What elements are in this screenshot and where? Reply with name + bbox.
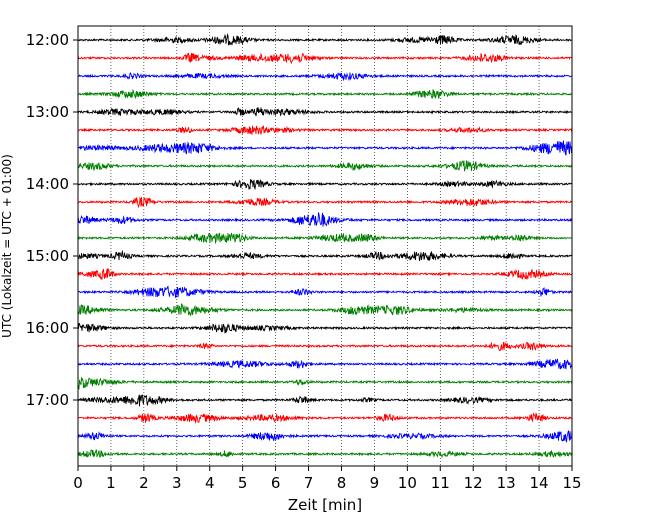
x-tick-label-2: 2 [139, 474, 149, 492]
y-axis-label: UTC (Lokalzeit = UTC + 01:00) [0, 154, 14, 338]
trace-1345 [77, 160, 573, 172]
seismic-traces [77, 33, 573, 459]
x-axis-label: Zeit [min] [288, 496, 362, 514]
trace-1245 [77, 88, 573, 100]
trace-1730 [77, 430, 573, 443]
x-tick-label-10: 10 [398, 474, 417, 492]
x-tick-label-5: 5 [238, 474, 248, 492]
y-tick-label-1500: 15:00 [26, 247, 69, 265]
trace-1215 [77, 52, 573, 65]
x-tick-label-0: 0 [73, 474, 83, 492]
trace-1530 [77, 285, 573, 298]
x-tick-label-11: 11 [431, 474, 450, 492]
trace-1430 [77, 212, 573, 227]
y-tick-label-1300: 13:00 [26, 103, 69, 121]
vertical-grid [110, 26, 540, 466]
trace-1615 [77, 341, 573, 352]
trace-1315 [77, 125, 573, 136]
trace-1745 [77, 449, 573, 459]
y-axis: 12:00 13:00 14:00 15:00 16:00 17:00 [26, 31, 78, 409]
trace-1630 [77, 358, 573, 370]
trace-1600 [77, 323, 573, 334]
trace-1700 [77, 393, 573, 407]
y-tick-label-1600: 16:00 [26, 319, 69, 337]
trace-1645 [77, 377, 573, 390]
trace-1500 [77, 249, 573, 262]
x-tick-label-6: 6 [271, 474, 281, 492]
x-tick-label-4: 4 [205, 474, 215, 492]
trace-1230 [77, 72, 573, 82]
trace-1415 [77, 196, 573, 209]
x-tick-label-14: 14 [530, 474, 549, 492]
x-tick-label-15: 15 [562, 474, 581, 492]
x-tick-label-3: 3 [172, 474, 182, 492]
x-tick-label-1: 1 [106, 474, 116, 492]
x-tick-label-8: 8 [337, 474, 347, 492]
trace-1715 [77, 412, 573, 424]
x-tick-label-12: 12 [464, 474, 483, 492]
trace-1515 [77, 268, 573, 280]
plot-frame [77, 25, 573, 467]
trace-1200 [77, 33, 573, 46]
y-tick-label-1700: 17:00 [26, 391, 69, 409]
x-axis: 0 1 2 3 4 5 6 7 8 9 10 11 12 13 14 15 [73, 466, 582, 492]
trace-1400 [77, 179, 573, 191]
x-tick-label-9: 9 [370, 474, 380, 492]
trace-1445 [77, 232, 573, 245]
trace-1545 [77, 303, 573, 317]
x-tick-label-13: 13 [497, 474, 516, 492]
trace-1300 [77, 107, 573, 117]
y-tick-label-1400: 14:00 [26, 175, 69, 193]
trace-1330 [77, 140, 573, 156]
y-tick-label-1200: 12:00 [26, 31, 69, 49]
x-tick-label-7: 7 [304, 474, 314, 492]
